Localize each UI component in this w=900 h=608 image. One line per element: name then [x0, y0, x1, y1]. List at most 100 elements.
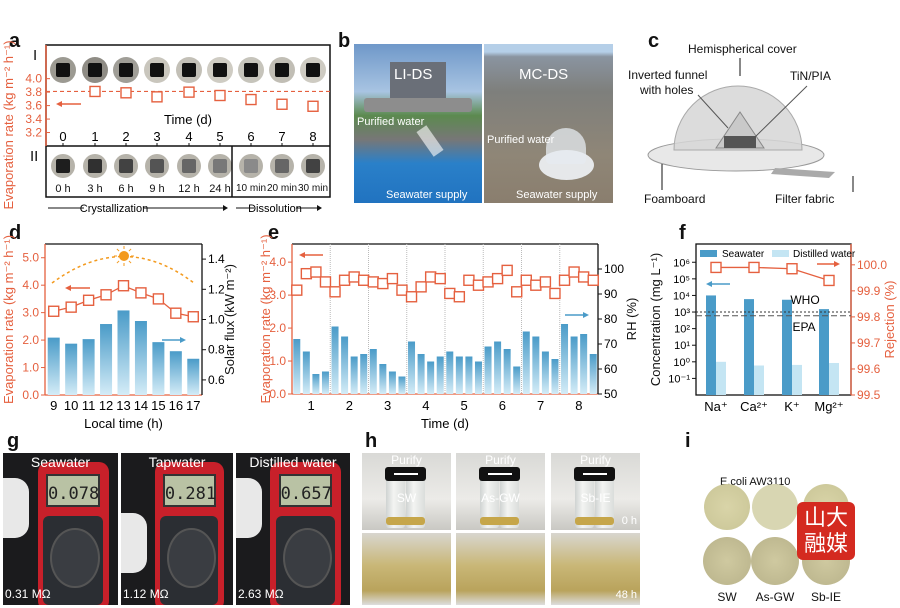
left-y-tick-label: 10¹ — [674, 340, 690, 352]
seawater-bar — [706, 295, 716, 395]
salted-absorber-square — [275, 159, 289, 173]
vial — [480, 473, 499, 528]
multimeter-dial — [282, 527, 333, 589]
right-y-tick-label: 50 — [604, 387, 618, 401]
watermark-logo: 山大 融媒 — [797, 502, 855, 560]
x-tick-label: Mg²⁺ — [814, 399, 843, 414]
sample-label: Sb-IE — [580, 491, 611, 505]
left-y-tick-label: 10⁴ — [673, 290, 690, 302]
evaporation-point — [568, 266, 580, 278]
vial — [575, 473, 594, 528]
arrowhead — [583, 312, 589, 318]
sample-title: Seawater — [30, 454, 91, 470]
multimeter: 0.657 — [270, 462, 341, 605]
plate-label: As-GW — [755, 590, 795, 604]
rejection-point — [786, 263, 798, 275]
evaporation-point — [482, 276, 494, 288]
rh-bar — [580, 334, 588, 394]
row-II-time-label: 30 min — [297, 183, 328, 194]
right-y-axis-label: RH (%) — [624, 298, 639, 341]
panel-label-g: g — [7, 430, 20, 452]
left-y-tick-label: 3.0 — [22, 306, 39, 320]
rh-bar — [551, 359, 559, 394]
mc-ds-purified-label: Purified water — [487, 134, 555, 146]
right-y-tick-label: 0.6 — [208, 373, 225, 387]
x-axis-label: Local time (h) — [84, 416, 163, 431]
row-II-time-label: 10 min — [235, 183, 266, 194]
sample-title: Tapwater — [148, 454, 206, 470]
y-tick-label: 3.6 — [25, 99, 42, 113]
rh-bar — [360, 354, 368, 394]
data-point — [214, 89, 226, 102]
li-ds-title: LI-DS — [394, 66, 433, 83]
petri-plate-control — [704, 484, 750, 530]
data-point — [245, 93, 257, 106]
epa-label: EPA — [792, 320, 815, 334]
solar-flux-bar — [169, 351, 182, 395]
sample-holder — [121, 513, 147, 573]
x-tick-label: 17 — [186, 398, 200, 413]
rejection-point — [823, 274, 835, 287]
rh-bar — [369, 349, 377, 394]
multimeter-dial — [50, 527, 100, 589]
mc-ds-title: MC-DS — [519, 66, 569, 83]
row-II-time-label: 24 h — [209, 183, 231, 195]
evaporation-point — [300, 267, 313, 280]
arrowhead — [299, 252, 305, 258]
data-point — [183, 86, 195, 98]
rh-bar — [455, 356, 463, 394]
evaporation-point — [396, 284, 408, 296]
x-tick-label: 13 — [116, 398, 130, 413]
right-y-tick-label: 99.7 — [857, 336, 881, 350]
panel-label-h: h — [365, 430, 378, 452]
y-tick-label: 3.4 — [25, 112, 42, 126]
evaporation-point — [367, 276, 379, 288]
left-y-tick-label: 1.0 — [269, 354, 286, 368]
evaporation-point — [329, 286, 341, 298]
seeds — [386, 517, 425, 525]
evaporation-point — [577, 271, 590, 283]
evaporation-point — [472, 279, 485, 291]
evaporation-point — [291, 284, 303, 296]
resistance-label: 2.63 MΩ — [238, 587, 284, 601]
x-tick-label: 6 — [499, 398, 506, 413]
row-II-time-label: 20 min — [266, 183, 297, 194]
vial — [500, 473, 519, 528]
rh-bar — [341, 336, 349, 394]
evaporation-point — [434, 272, 446, 285]
legend-swatch-distilled — [772, 250, 789, 257]
evaporation-point — [453, 291, 466, 303]
resistance-label: 1.12 MΩ — [123, 587, 169, 601]
row-label-II: II — [30, 148, 39, 165]
panel-label-e: e — [268, 222, 280, 244]
y-tick-label: 3.2 — [25, 126, 42, 140]
x-axis-label: Time (d) — [421, 416, 469, 431]
rh-bar — [484, 346, 492, 394]
x-tick-label: 2 — [346, 398, 353, 413]
absorber-square — [275, 63, 289, 77]
vial — [595, 473, 614, 528]
left-y-tick-label: 2.0 — [269, 321, 286, 335]
left-y-tick-label: 10⁵ — [673, 274, 690, 286]
distilled-water-bar — [792, 364, 802, 395]
evaporation-point — [463, 274, 475, 286]
rh-bar — [561, 324, 569, 394]
left-y-tick-label: 10³ — [674, 307, 690, 319]
seawater-bar — [744, 299, 754, 395]
solar-flux-bar — [82, 339, 95, 395]
rejection-line — [716, 266, 830, 282]
y-tick-label: 3.8 — [25, 85, 42, 99]
x-tick-label: 16 — [169, 398, 183, 413]
evaporation-point — [587, 274, 599, 286]
evaporation-point — [135, 287, 147, 299]
sun-icon — [119, 251, 129, 261]
mc-ds-photo: MC-DS Purified water Seawater supply — [484, 44, 613, 203]
evaporation-point — [415, 281, 427, 293]
rh-bar — [379, 364, 387, 394]
li-ds-purified-label: Purified water — [357, 116, 425, 128]
rejection-point — [748, 261, 760, 274]
left-y-tick-label: 10² — [674, 324, 690, 336]
evaporation-point — [319, 276, 332, 288]
data-point — [89, 85, 101, 98]
